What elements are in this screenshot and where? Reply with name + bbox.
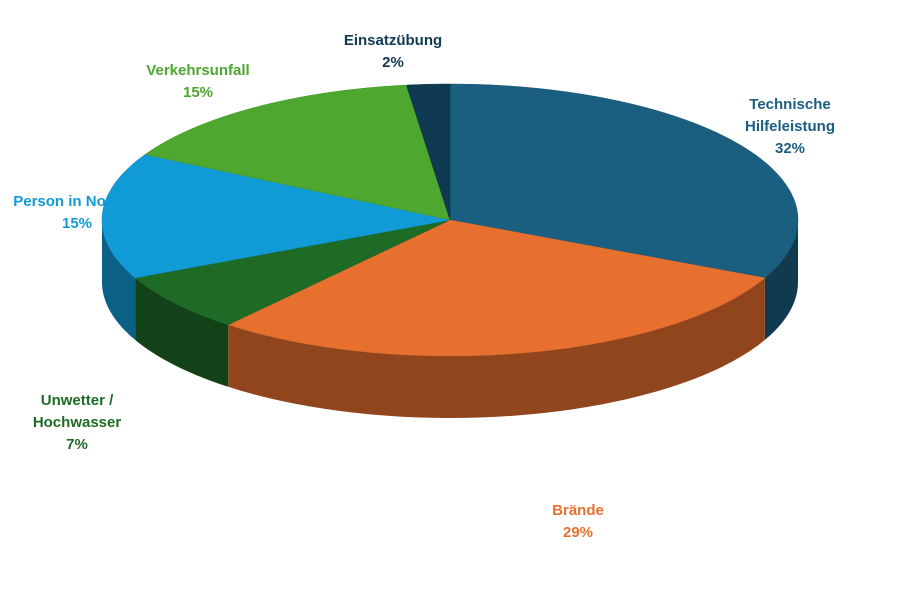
- slice-side: [764, 220, 798, 340]
- category-label: Einsatzübung: [343, 32, 443, 49]
- value-label: 29%: [562, 524, 594, 541]
- data-label: Verkehrsunfall 15%: [123, 37, 273, 127]
- category-label: Technische Hilfeleistung: [744, 96, 835, 135]
- value-label: 15%: [182, 84, 214, 101]
- slice-side: [135, 277, 229, 387]
- category-label: Brände: [552, 502, 604, 519]
- pie-slice: [449, 83, 799, 279]
- slice-side: [228, 277, 765, 418]
- value-label: 7%: [66, 436, 88, 453]
- value-label: 15%: [61, 215, 93, 232]
- label-box: Unwetter / Hochwasser 7%: [12, 378, 142, 468]
- data-label: Technische Hilfeleistung 32%: [710, 82, 870, 172]
- label-box: Einsatzübung 2%: [323, 7, 463, 97]
- category-label: Unwetter / Hochwasser: [32, 392, 122, 431]
- data-label: Einsatzübung 2%: [323, 7, 463, 97]
- pie-slice: [144, 84, 451, 221]
- label-box: Brände 29%: [518, 477, 638, 567]
- label-box: Technische Hilfeleistung 32%: [710, 82, 870, 172]
- value-label: 32%: [774, 140, 806, 157]
- pie-slice: [227, 219, 766, 357]
- data-label: Unwetter / Hochwasser 7%: [12, 378, 142, 468]
- pie-slice: [134, 219, 451, 326]
- pie-slice: [406, 83, 451, 221]
- category-label: Verkehrsunfall: [146, 62, 250, 79]
- value-label: 2%: [382, 54, 404, 71]
- pie-slice: [101, 154, 451, 279]
- label-box: Verkehrsunfall 15%: [123, 37, 273, 127]
- data-label: Brände 29%: [518, 477, 638, 567]
